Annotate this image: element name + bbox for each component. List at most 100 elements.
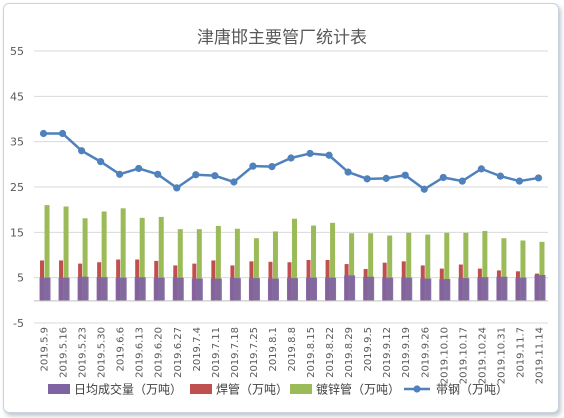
bar: [215, 225, 221, 301]
line-point: [496, 172, 505, 180]
bar: [439, 279, 451, 301]
bar-series: [39, 205, 546, 301]
line-point: [268, 163, 276, 171]
bar: [482, 230, 488, 301]
bar: [172, 277, 184, 301]
x-tick-label: 2019.10.17: [458, 327, 469, 384]
x-tick-label: 2019.7.11: [211, 327, 222, 378]
legend-label: 镀锌管（万吨）: [316, 382, 400, 397]
line-point: [325, 151, 333, 159]
x-tick-label: 2019.8.15: [306, 327, 317, 378]
bar: [501, 238, 507, 301]
x-axis-ticks: 2019.5.9 2019.5.16 2019.5.23 2019.5.30 2019.…: [40, 327, 546, 384]
legend-swatch: [48, 384, 70, 394]
bar: [210, 278, 222, 301]
bar: [139, 217, 145, 301]
x-tick-label: 2019.8.1: [268, 327, 279, 372]
bar: [311, 225, 317, 301]
x-tick-label: 2019.8.22: [325, 327, 336, 378]
y-axis-ticks: -5 5 15 25 35 45 55: [10, 45, 24, 330]
bar: [58, 277, 70, 301]
x-tick-label: 2019.9.19: [401, 327, 412, 378]
bar: [330, 222, 336, 301]
x-tick-label: 2019.10.24: [477, 327, 488, 384]
y-tick-label: 55: [10, 45, 24, 58]
legend-label: 带钢（万吨）: [436, 383, 508, 397]
line-point: [420, 185, 428, 193]
line-series: [39, 129, 543, 193]
line-point: [515, 177, 524, 185]
bar: [425, 234, 431, 301]
x-tick-label: 2019.8.29: [344, 327, 355, 378]
bar: [229, 278, 241, 301]
bar: [401, 277, 413, 301]
bar: [349, 233, 355, 301]
x-tick-label: 2019.10.10: [439, 327, 450, 384]
bar: [287, 278, 298, 301]
x-tick-label: 2019.6.27: [173, 327, 184, 378]
bar: [520, 240, 526, 301]
bar: [387, 235, 393, 301]
x-tick-label: 2019.5.30: [97, 327, 108, 378]
line-point: [477, 165, 485, 173]
legend-swatch: [190, 384, 212, 394]
bar: [368, 233, 374, 301]
x-tick-label: 2019.11.7: [515, 327, 526, 378]
x-tick-label: 2019.7.18: [230, 327, 241, 378]
y-tick-label: 45: [10, 90, 24, 103]
x-tick-label: 2019.9.12: [382, 327, 393, 378]
y-tick-label: 25: [10, 181, 24, 194]
line-point: [534, 174, 543, 182]
bar: [120, 208, 126, 301]
line-point: [135, 164, 143, 173]
bar: [463, 232, 469, 301]
x-tick-label: 2019.8.8: [287, 327, 298, 372]
x-tick-label: 2019.5.9: [40, 327, 51, 372]
bar: [134, 277, 146, 301]
line-point: [39, 129, 48, 138]
line-point: [116, 170, 124, 178]
bar: [444, 232, 450, 301]
legend-label: 焊管（万吨）: [216, 382, 288, 397]
line-point: [458, 177, 466, 185]
line-point: [344, 168, 352, 176]
chart-frame: [3, 3, 559, 413]
bar: [39, 277, 51, 301]
bar: [458, 278, 470, 301]
x-tick-label: 2019.7.4: [192, 327, 203, 372]
bar: [177, 229, 183, 301]
legend-label: 日均成交量（万吨）: [74, 382, 182, 397]
bar: [63, 206, 69, 301]
bar: [248, 278, 260, 301]
x-tick-label: 2019.10.31: [496, 327, 507, 384]
x-tick-label: 2019.7.25: [249, 327, 260, 378]
bar: [382, 277, 394, 301]
bar: [191, 278, 203, 301]
line-point: [306, 149, 314, 158]
x-tick-label: 2019.9.26: [420, 327, 431, 378]
line-point: [211, 172, 219, 180]
line-point: [382, 174, 390, 182]
bar: [325, 277, 337, 301]
x-tick-label: 2019.6.20: [154, 327, 165, 378]
line-point: [401, 171, 409, 179]
chart-title: 津唐邯主要管厂统计表: [197, 27, 367, 48]
bar: [515, 277, 527, 301]
line-point: [439, 173, 447, 182]
x-tick-label: 2019.9.5: [363, 327, 374, 372]
line-point: [97, 158, 105, 166]
x-tick-label: 2019.11.14: [534, 327, 545, 384]
line-point: [192, 171, 200, 179]
bar: [344, 275, 356, 301]
bar: [477, 277, 489, 301]
bar: [82, 218, 88, 301]
y-tick-label: 15: [10, 226, 24, 239]
line-point: [173, 184, 181, 192]
line-point: [77, 147, 86, 155]
x-tick-label: 2019.5.16: [59, 327, 70, 378]
bar: [267, 278, 279, 301]
line-point: [287, 154, 295, 162]
bar: [306, 277, 318, 301]
line-point: [230, 178, 238, 186]
